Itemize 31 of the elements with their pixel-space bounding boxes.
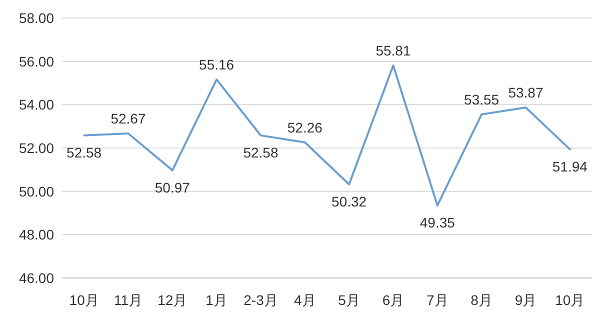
data-label: 55.16 — [199, 56, 234, 73]
x-tick-label: 1月 — [206, 292, 228, 308]
y-tick-label: 54.00 — [18, 96, 54, 113]
data-label: 55.81 — [376, 42, 411, 58]
x-tick-label: 6月 — [382, 292, 404, 308]
data-label: 50.32 — [332, 193, 367, 210]
y-tick-label: 48.00 — [18, 226, 54, 243]
data-label: 52.26 — [287, 119, 323, 136]
data-label: 53.55 — [464, 91, 500, 108]
data-label: 52.67 — [110, 110, 146, 126]
x-tick-label: 2-3月 — [244, 292, 278, 308]
data-label: 51.94 — [552, 158, 588, 174]
x-tick-label: 5月 — [338, 292, 360, 308]
x-tick-label: 4月 — [294, 292, 316, 308]
x-tick-label: 10月 — [69, 292, 99, 308]
y-tick-label: 58.00 — [18, 10, 54, 26]
y-tick-label: 56.00 — [18, 53, 54, 70]
x-tick-label: 9月 — [514, 292, 537, 308]
data-label: 52.58 — [243, 144, 278, 160]
x-tick-label: 11月 — [114, 292, 143, 308]
data-label: 50.97 — [154, 179, 190, 196]
y-tick-label: 50.00 — [18, 183, 54, 200]
data-label: 49.35 — [420, 214, 456, 230]
x-tick-label: 12月 — [158, 292, 188, 308]
data-label: 52.58 — [66, 144, 102, 160]
y-tick-label: 46.00 — [18, 270, 54, 286]
x-tick-label: 7月 — [426, 292, 448, 308]
x-tick-label: 10月 — [555, 292, 585, 308]
data-label: 53.87 — [508, 84, 544, 100]
x-tick-label: 8月 — [470, 292, 492, 308]
y-tick-label: 52.00 — [18, 140, 54, 156]
